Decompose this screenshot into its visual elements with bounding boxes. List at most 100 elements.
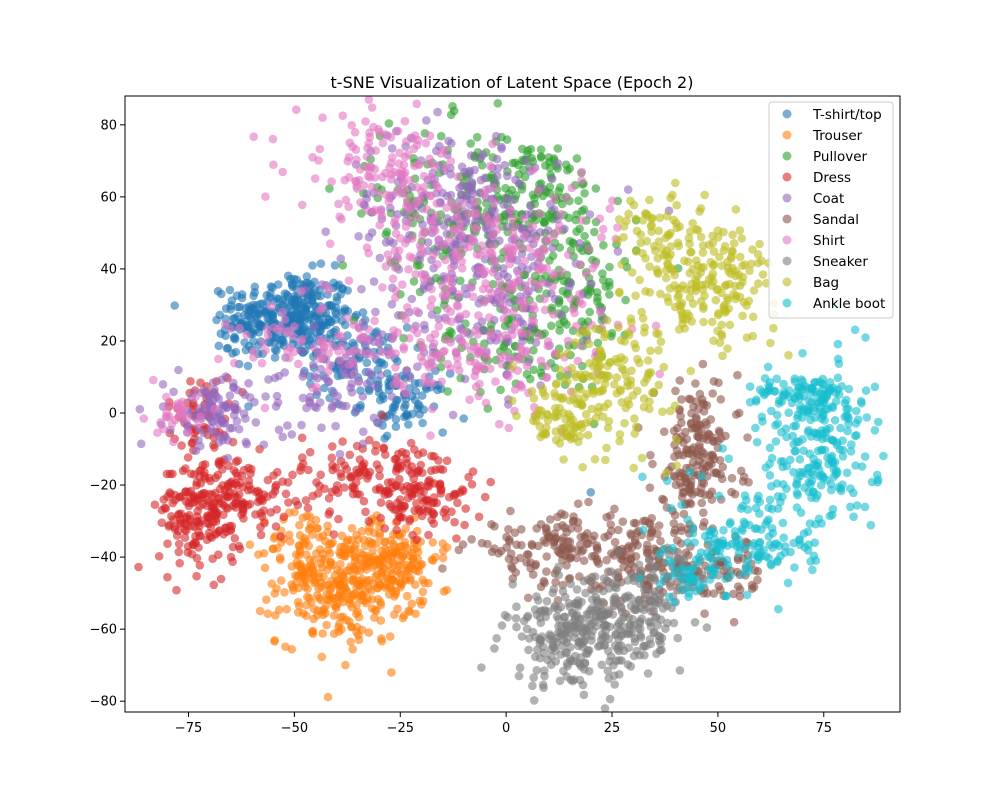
data-point bbox=[587, 404, 597, 414]
data-point bbox=[532, 248, 541, 258]
data-point bbox=[475, 265, 484, 275]
data-point bbox=[547, 174, 557, 184]
data-point bbox=[614, 323, 623, 332]
data-point bbox=[735, 226, 745, 235]
data-point bbox=[309, 570, 318, 579]
data-point bbox=[314, 584, 323, 593]
data-point bbox=[404, 265, 413, 274]
data-point bbox=[707, 495, 717, 504]
data-point bbox=[645, 483, 655, 493]
data-point bbox=[654, 237, 664, 246]
data-point bbox=[381, 168, 390, 178]
data-point bbox=[635, 275, 644, 285]
data-point bbox=[314, 594, 324, 603]
data-point bbox=[471, 224, 481, 234]
data-point bbox=[501, 331, 510, 340]
data-point bbox=[540, 305, 550, 315]
data-point bbox=[190, 492, 199, 502]
data-point bbox=[243, 361, 253, 371]
data-point bbox=[427, 310, 437, 319]
points-layer bbox=[134, 95, 888, 713]
data-point bbox=[270, 373, 280, 383]
data-point bbox=[318, 113, 327, 122]
data-point bbox=[180, 533, 190, 542]
data-point bbox=[216, 574, 226, 584]
data-point bbox=[604, 674, 613, 683]
data-point bbox=[528, 165, 538, 175]
data-point bbox=[377, 211, 387, 221]
data-point bbox=[367, 228, 377, 237]
data-point bbox=[316, 470, 326, 480]
data-point bbox=[383, 554, 393, 564]
data-point bbox=[350, 556, 360, 566]
data-point bbox=[333, 599, 343, 609]
data-point bbox=[508, 362, 518, 371]
data-point bbox=[488, 268, 498, 277]
data-point bbox=[400, 116, 410, 126]
data-point bbox=[851, 461, 860, 470]
data-point bbox=[553, 512, 562, 522]
data-point bbox=[402, 366, 412, 375]
data-point bbox=[422, 116, 431, 125]
data-point bbox=[170, 301, 179, 310]
data-point bbox=[390, 560, 399, 569]
data-point bbox=[371, 307, 380, 317]
data-point bbox=[622, 216, 631, 226]
data-point bbox=[429, 519, 439, 528]
data-point bbox=[672, 223, 682, 233]
data-point bbox=[669, 519, 679, 528]
data-point bbox=[557, 267, 567, 277]
data-point bbox=[654, 521, 664, 530]
data-point bbox=[355, 165, 365, 174]
data-point bbox=[844, 419, 853, 429]
data-point bbox=[308, 333, 318, 343]
data-point bbox=[626, 554, 636, 563]
data-point bbox=[647, 220, 656, 230]
data-point bbox=[495, 285, 504, 294]
data-point bbox=[135, 404, 145, 414]
data-point bbox=[630, 429, 640, 438]
data-point bbox=[563, 377, 572, 387]
data-point bbox=[645, 262, 654, 271]
data-point bbox=[617, 260, 626, 269]
data-point bbox=[465, 395, 474, 405]
data-point bbox=[351, 406, 361, 416]
data-point bbox=[418, 357, 428, 366]
data-point bbox=[713, 326, 722, 336]
data-point bbox=[405, 176, 415, 185]
data-point bbox=[522, 285, 531, 294]
data-point bbox=[431, 552, 440, 562]
data-point bbox=[638, 472, 647, 482]
data-point bbox=[664, 253, 673, 262]
data-point bbox=[568, 517, 578, 526]
data-point bbox=[614, 656, 624, 665]
data-point bbox=[755, 538, 764, 548]
data-point bbox=[365, 386, 374, 396]
data-point bbox=[293, 359, 303, 369]
data-point bbox=[323, 521, 333, 530]
data-point bbox=[601, 455, 610, 465]
data-point bbox=[563, 661, 572, 671]
data-point bbox=[354, 232, 363, 241]
data-point bbox=[392, 525, 401, 535]
data-point bbox=[701, 418, 710, 427]
data-point bbox=[249, 336, 258, 346]
data-point bbox=[372, 460, 382, 469]
data-point bbox=[325, 507, 335, 516]
data-point bbox=[183, 453, 193, 462]
data-point bbox=[600, 332, 609, 342]
data-point bbox=[281, 489, 291, 499]
data-point bbox=[297, 572, 307, 581]
data-point bbox=[212, 315, 221, 325]
data-point bbox=[405, 252, 415, 261]
data-point bbox=[481, 212, 491, 221]
data-point bbox=[751, 423, 760, 433]
data-point bbox=[467, 480, 477, 489]
data-point bbox=[729, 239, 739, 248]
data-point bbox=[631, 291, 640, 301]
data-point bbox=[610, 380, 619, 389]
data-point bbox=[517, 345, 526, 354]
data-point bbox=[208, 395, 218, 405]
data-point bbox=[324, 285, 334, 295]
data-point bbox=[570, 614, 580, 624]
